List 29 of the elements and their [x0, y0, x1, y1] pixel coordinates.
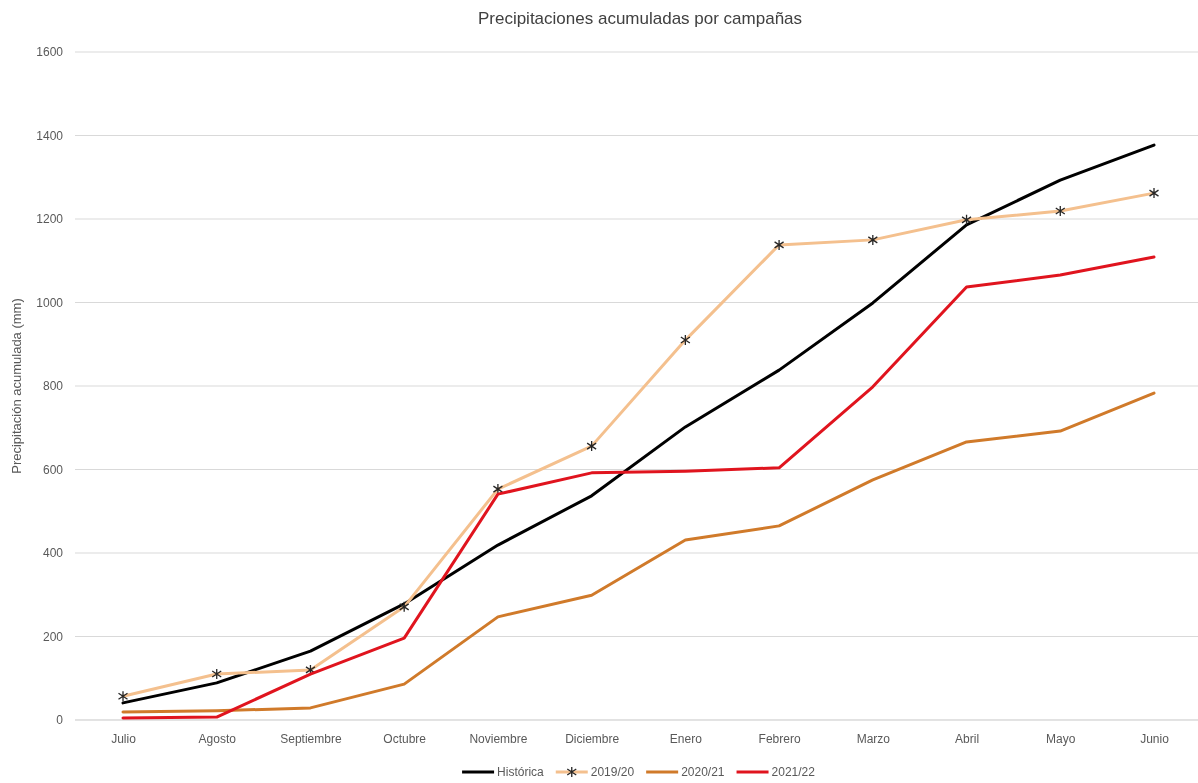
y-tick-label: 200: [42, 629, 64, 644]
x-tick-label: Julio: [111, 731, 137, 746]
y-tick-label: 600: [42, 462, 64, 477]
x-tick-label: Junio: [1140, 731, 1170, 746]
x-tick-label: Enero: [669, 731, 703, 746]
x-tick-label: Octubre: [383, 731, 427, 746]
x-tick-label: Septiembre: [280, 731, 342, 746]
legend-label: 2021/22: [771, 765, 816, 779]
y-tick-label: 400: [42, 546, 64, 561]
legend-label: 2019/20: [590, 765, 635, 779]
x-tick-label: Marzo: [856, 731, 891, 746]
x-tick-label: Noviembre: [469, 731, 528, 746]
y-tick-label: 800: [42, 379, 64, 394]
y-tick-label: 1600: [36, 45, 64, 60]
line-series: [121, 391, 1156, 714]
x-tick-label: Abril: [955, 731, 980, 746]
y-tick-label: 1400: [36, 128, 64, 143]
line-series: [121, 255, 1156, 720]
y-tick-label: 0: [56, 713, 64, 728]
legend-label: Histórica: [497, 765, 545, 779]
y-axis-title: Precipitación acumulada (mm): [9, 298, 24, 474]
x-tick-label: Mayo: [1046, 731, 1076, 746]
chart-title: Precipitaciones acumuladas por campañas: [477, 9, 803, 28]
y-tick-label: 1200: [36, 212, 64, 227]
y-tick-label: 1000: [36, 295, 64, 310]
x-tick-label: Agosto: [198, 731, 237, 746]
legend-label: 2020/21: [681, 765, 725, 779]
x-tick-label: Diciembre: [565, 731, 620, 746]
x-tick-label: Febrero: [758, 731, 801, 746]
